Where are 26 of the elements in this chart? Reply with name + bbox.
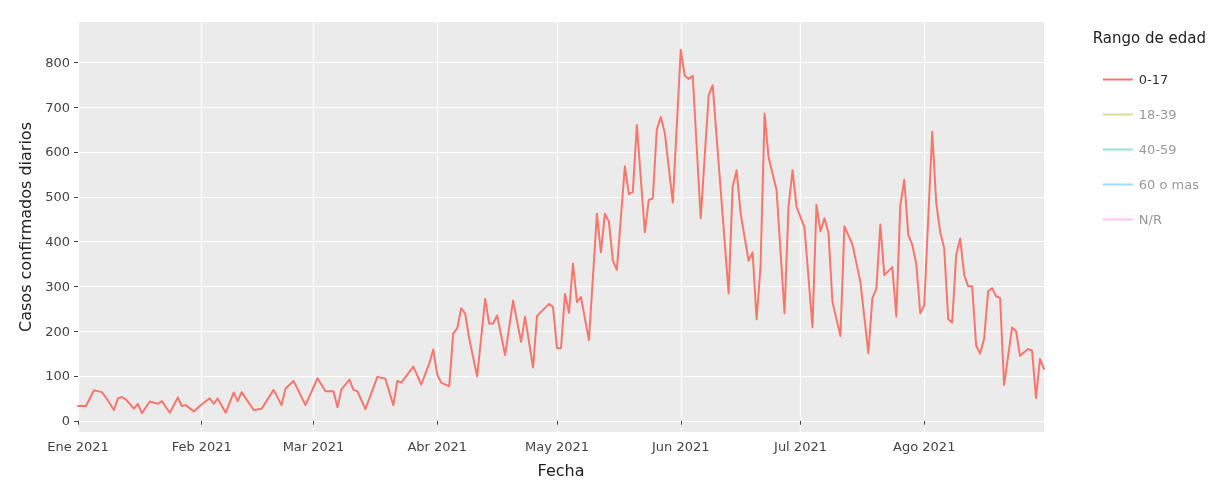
- x-axis-title: Fecha: [537, 460, 585, 480]
- x-tick-label: May 2021: [524, 439, 590, 454]
- y-tick-label: 600: [45, 144, 70, 160]
- y-tick-label: 700: [45, 99, 70, 115]
- y-tick-label: 300: [45, 278, 70, 294]
- x-tick-label: Jun 2021: [650, 439, 710, 454]
- y-tick-label: 800: [45, 54, 70, 70]
- x-tick-label: Mar 2021: [282, 439, 345, 454]
- line-series: [77, 48, 1045, 415]
- legend-label: 0-17: [1138, 72, 1169, 87]
- y-axis-title: Casos confirmados diarios: [15, 122, 35, 332]
- y-tick-label: 500: [45, 189, 70, 205]
- x-tick-label: Feb 2021: [171, 439, 232, 454]
- legend-label: 40-59: [1138, 142, 1177, 157]
- legend-label: N/R: [1138, 212, 1162, 227]
- legend-title: Rango de edad: [1092, 28, 1207, 47]
- x-tick-label: Abr 2021: [407, 439, 468, 454]
- x-tick-label: Ago 2021: [893, 439, 956, 454]
- y-tick-label: 200: [45, 323, 70, 339]
- y-tick-label: 100: [45, 368, 70, 384]
- y-tick-label: 0: [61, 413, 70, 429]
- x-tick-label: Ene 2021: [47, 439, 109, 454]
- legend-label: 18-39: [1138, 107, 1177, 122]
- x-tick-label: Jul 2021: [773, 439, 827, 454]
- y-tick-label: 400: [45, 234, 70, 250]
- legend-label: 60 o mas: [1138, 177, 1200, 192]
